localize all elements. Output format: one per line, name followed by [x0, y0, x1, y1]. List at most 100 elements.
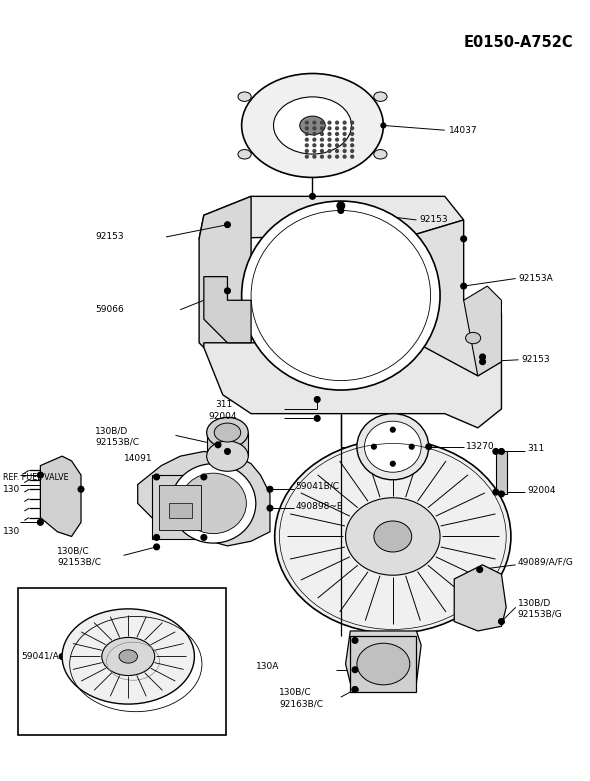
Text: 92153B/G: 92153B/G	[517, 609, 562, 619]
Circle shape	[306, 138, 308, 141]
Circle shape	[328, 127, 331, 130]
Circle shape	[314, 397, 320, 402]
Circle shape	[328, 121, 331, 124]
Ellipse shape	[238, 92, 251, 102]
Circle shape	[154, 474, 159, 480]
Text: 130B/D: 130B/D	[95, 426, 129, 435]
Circle shape	[343, 150, 346, 152]
Ellipse shape	[214, 423, 241, 442]
Polygon shape	[18, 588, 225, 735]
Text: 130B/D: 130B/D	[517, 598, 551, 607]
Circle shape	[343, 127, 346, 130]
Ellipse shape	[206, 417, 248, 448]
Circle shape	[313, 138, 316, 141]
Circle shape	[225, 222, 230, 227]
Circle shape	[225, 288, 230, 294]
Text: 49089/A/F/G: 49089/A/F/G	[517, 558, 573, 566]
Circle shape	[310, 194, 315, 199]
Ellipse shape	[119, 650, 137, 663]
Ellipse shape	[365, 421, 421, 473]
Text: 59041/A: 59041/A	[21, 652, 59, 661]
Circle shape	[38, 519, 43, 525]
Circle shape	[337, 202, 345, 209]
Polygon shape	[159, 484, 201, 530]
Ellipse shape	[206, 441, 248, 471]
Polygon shape	[204, 276, 251, 343]
Circle shape	[306, 144, 308, 147]
Circle shape	[409, 444, 414, 449]
Ellipse shape	[171, 464, 256, 543]
Circle shape	[343, 155, 346, 158]
Circle shape	[461, 236, 467, 241]
Circle shape	[352, 686, 358, 693]
Circle shape	[328, 144, 331, 147]
Ellipse shape	[374, 150, 387, 159]
Circle shape	[313, 150, 316, 152]
Text: 130: 130	[2, 485, 20, 494]
Circle shape	[372, 444, 376, 449]
Text: 92153B/C: 92153B/C	[95, 437, 139, 447]
Polygon shape	[350, 636, 417, 693]
Circle shape	[336, 127, 339, 130]
Circle shape	[38, 520, 42, 525]
Circle shape	[493, 448, 499, 455]
Ellipse shape	[357, 644, 410, 685]
Text: 59041B/C: 59041B/C	[296, 482, 339, 491]
Circle shape	[343, 138, 346, 141]
Circle shape	[320, 155, 323, 158]
Text: ReplacementParts.com: ReplacementParts.com	[222, 394, 336, 405]
Circle shape	[225, 448, 230, 455]
Circle shape	[477, 567, 483, 572]
Ellipse shape	[374, 92, 387, 102]
Polygon shape	[152, 475, 208, 540]
Polygon shape	[417, 220, 502, 376]
Circle shape	[351, 127, 353, 130]
Polygon shape	[464, 286, 502, 376]
Circle shape	[480, 358, 486, 365]
Circle shape	[313, 144, 316, 147]
Circle shape	[59, 654, 65, 659]
Text: 92153A: 92153A	[519, 274, 553, 283]
Circle shape	[499, 619, 504, 624]
Circle shape	[391, 462, 395, 466]
Text: 92004: 92004	[527, 486, 555, 494]
Text: 13270: 13270	[466, 442, 494, 451]
Circle shape	[201, 534, 206, 540]
Circle shape	[328, 150, 331, 152]
Circle shape	[215, 442, 221, 448]
Ellipse shape	[242, 201, 440, 390]
Polygon shape	[346, 631, 421, 683]
Circle shape	[154, 534, 159, 540]
Circle shape	[328, 138, 331, 141]
Polygon shape	[204, 343, 502, 428]
Text: 92153: 92153	[419, 216, 448, 224]
Ellipse shape	[242, 73, 384, 177]
Circle shape	[499, 491, 504, 497]
Circle shape	[320, 133, 323, 135]
Circle shape	[78, 487, 84, 492]
Circle shape	[336, 150, 339, 152]
Circle shape	[313, 127, 316, 130]
Circle shape	[38, 473, 43, 478]
Polygon shape	[40, 456, 81, 537]
Circle shape	[336, 133, 339, 135]
Circle shape	[267, 487, 273, 492]
Circle shape	[38, 473, 42, 477]
Circle shape	[351, 155, 353, 158]
Text: 59066: 59066	[95, 305, 124, 314]
Circle shape	[351, 144, 353, 147]
Circle shape	[154, 544, 159, 550]
Circle shape	[314, 415, 320, 421]
Text: 130A: 130A	[256, 662, 279, 672]
Circle shape	[352, 686, 358, 693]
Circle shape	[320, 150, 323, 152]
Circle shape	[320, 144, 323, 147]
Circle shape	[351, 150, 353, 152]
Text: 490898~E: 490898~E	[296, 501, 343, 511]
Text: 92153B/C: 92153B/C	[57, 558, 101, 566]
Text: 92163B/C: 92163B/C	[280, 699, 323, 708]
Circle shape	[352, 667, 358, 672]
Circle shape	[351, 133, 353, 135]
Circle shape	[477, 567, 482, 572]
Circle shape	[313, 121, 316, 124]
